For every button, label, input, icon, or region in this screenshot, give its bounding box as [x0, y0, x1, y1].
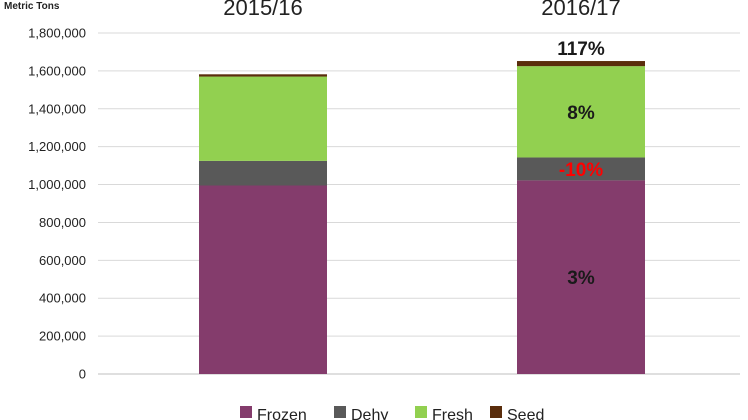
data-label: -10%	[559, 160, 603, 181]
bar-segment-dehy	[517, 157, 645, 181]
bars	[199, 61, 645, 374]
y-tick-label: 800,000	[39, 215, 86, 230]
legend-label: Seed	[507, 407, 544, 420]
data-label: 117%	[557, 39, 605, 60]
data-label: 3%	[567, 268, 595, 289]
y-axis-unit-label: Metric Tons	[4, 1, 60, 12]
y-tick-label: 600,000	[39, 253, 86, 268]
category-label: 2015/16	[223, 0, 303, 20]
y-tick-label: 0	[79, 367, 86, 382]
legend-swatch	[240, 406, 252, 418]
y-tick-label: 1,000,000	[28, 177, 86, 192]
y-tick-label: 400,000	[39, 291, 86, 306]
y-tick-label: 1,400,000	[28, 101, 86, 116]
bar-segment-dehy	[199, 160, 327, 186]
y-tick-label: 200,000	[39, 329, 86, 344]
data-labels: 3% -10% 8% 117%	[557, 39, 605, 289]
legend-label: Fresh	[432, 407, 473, 420]
legend-swatch	[490, 406, 502, 418]
y-axis-ticks: 0 200,000 400,000 600,000 800,000 1,000,000 1,…	[28, 26, 86, 382]
bar-segment-fresh	[199, 76, 327, 161]
legend-label: Frozen	[257, 407, 307, 420]
bar-segment-frozen	[199, 185, 327, 374]
bar-segment-seed	[517, 61, 645, 67]
category-label: 2016/17	[541, 0, 621, 20]
legend-swatch	[415, 406, 427, 418]
data-label: 8%	[567, 103, 595, 124]
y-tick-label: 1,600,000	[28, 63, 86, 78]
category-labels: 2015/16 2016/17	[223, 0, 621, 20]
y-tick-label: 1,800,000	[28, 26, 86, 41]
bar-segment-seed	[199, 74, 327, 77]
bar-segment-fresh	[517, 66, 645, 158]
legend-label: Dehy	[351, 407, 388, 420]
legend: Frozen Dehy Fresh Seed	[240, 406, 544, 420]
y-tick-label: 1,200,000	[28, 139, 86, 154]
bar-segment-frozen	[517, 180, 645, 374]
legend-swatch	[334, 406, 346, 418]
